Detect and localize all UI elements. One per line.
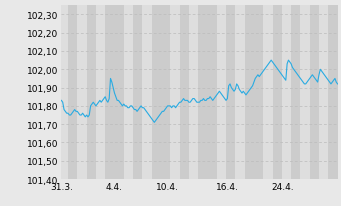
Bar: [133, 6, 143, 179]
Bar: [291, 6, 300, 179]
Bar: [105, 6, 124, 179]
Bar: [180, 6, 189, 179]
Bar: [198, 6, 217, 179]
Bar: [68, 6, 77, 179]
Bar: [87, 6, 96, 179]
Bar: [300, 6, 310, 179]
Bar: [328, 6, 339, 179]
Bar: [263, 6, 272, 179]
Bar: [282, 6, 291, 179]
Bar: [124, 6, 133, 179]
Bar: [235, 6, 244, 179]
Bar: [77, 6, 87, 179]
Bar: [310, 6, 319, 179]
Bar: [96, 6, 105, 179]
Bar: [319, 6, 328, 179]
Bar: [272, 6, 282, 179]
Bar: [143, 6, 152, 179]
Bar: [244, 6, 263, 179]
Bar: [217, 6, 226, 179]
Bar: [189, 6, 198, 179]
Bar: [61, 6, 68, 179]
Bar: [226, 6, 235, 179]
Bar: [152, 6, 170, 179]
Bar: [170, 6, 180, 179]
